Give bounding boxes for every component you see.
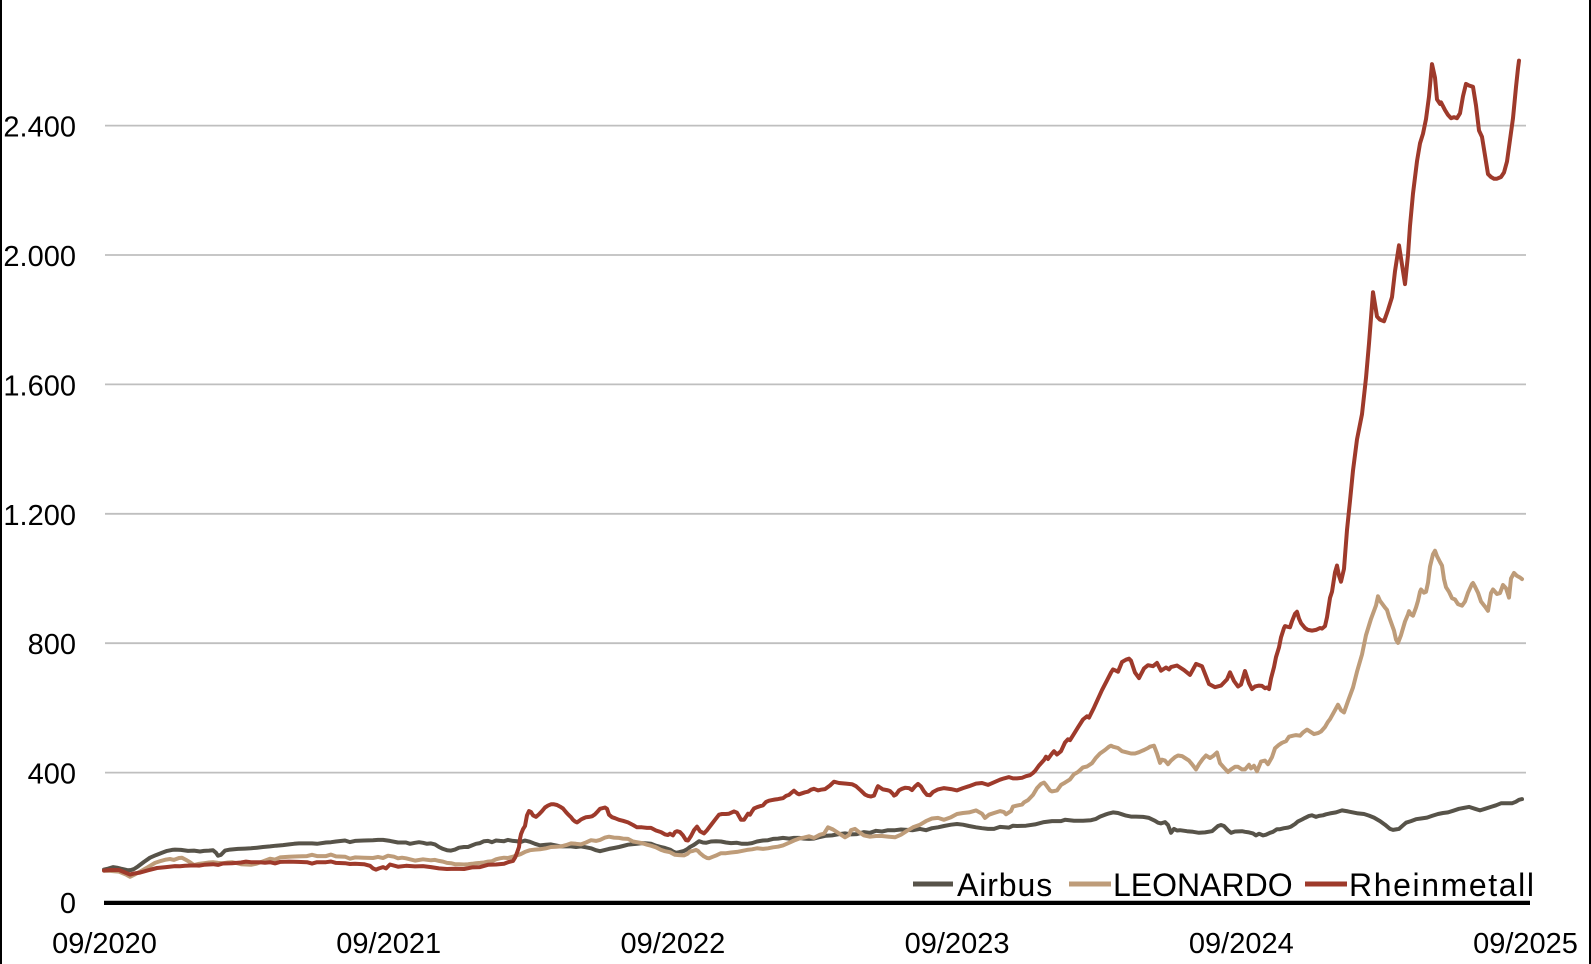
- svg-text:1.200: 1.200: [3, 500, 76, 532]
- svg-text:400: 400: [28, 759, 76, 791]
- svg-text:800: 800: [28, 629, 76, 661]
- svg-text:09/2022: 09/2022: [620, 928, 725, 960]
- svg-text:1.600: 1.600: [3, 370, 76, 402]
- svg-text:0: 0: [60, 888, 76, 920]
- svg-text:09/2024: 09/2024: [1189, 928, 1294, 960]
- svg-text:09/2025: 09/2025: [1473, 928, 1578, 960]
- svg-text:Rheinmetall: Rheinmetall: [1349, 867, 1536, 903]
- svg-text:2.000: 2.000: [3, 241, 76, 273]
- svg-text:09/2020: 09/2020: [52, 928, 157, 960]
- svg-text:09/2023: 09/2023: [905, 928, 1010, 960]
- svg-text:2.400: 2.400: [3, 112, 76, 144]
- svg-text:09/2021: 09/2021: [336, 928, 441, 960]
- svg-text:Airbus: Airbus: [957, 867, 1053, 903]
- svg-text:LEONARDO: LEONARDO: [1113, 867, 1293, 903]
